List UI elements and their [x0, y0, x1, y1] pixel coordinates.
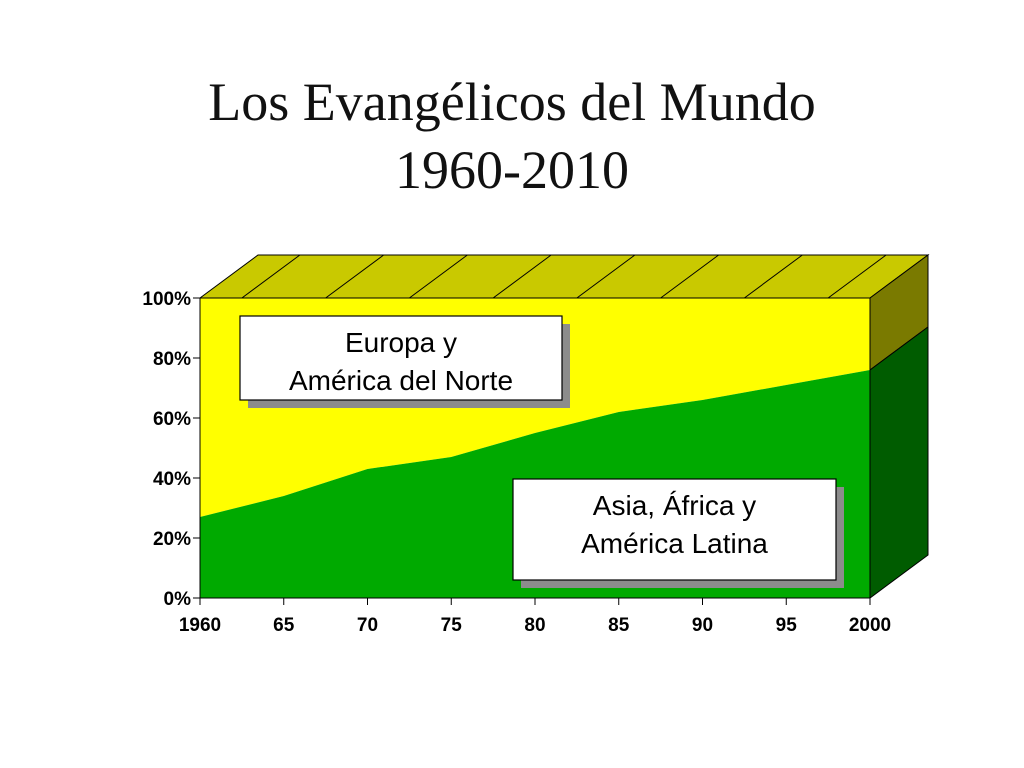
side-face-lower-series — [869, 326, 929, 599]
x-tick-label: 1960 — [179, 615, 221, 636]
x-tick-label: 65 — [273, 615, 295, 636]
series-label-text: Europa y — [345, 327, 457, 358]
label-box — [512, 478, 837, 581]
y-tick-label: 80% — [153, 349, 191, 370]
top-face-divider — [492, 254, 552, 299]
top-face-divider — [409, 254, 468, 299]
series-label-text: Asia, África y — [593, 490, 756, 521]
x-tick-label: 70 — [357, 615, 378, 636]
x-tick-label: 2000 — [849, 615, 891, 636]
x-tick-label: 75 — [441, 615, 463, 636]
series-label-text: América del Norte — [289, 365, 513, 396]
top-face-divider — [660, 254, 719, 299]
x-tick-label: 95 — [776, 615, 798, 636]
top-face-divider — [744, 254, 803, 299]
top-face-divider — [325, 254, 384, 299]
series-label-text: América Latina — [581, 528, 768, 559]
top-face-divider — [576, 254, 636, 299]
label-asia-africa-america-latina: Asia, África y América Latina — [512, 478, 844, 588]
label-box — [239, 315, 563, 401]
y-tick-label: 100% — [142, 289, 191, 310]
top-face-divider — [827, 254, 887, 299]
chart-top-face — [198, 254, 930, 299]
title-line-2: 1960-2010 — [395, 140, 629, 200]
title-line-1: Los Evangélicos del Mundo — [208, 72, 816, 132]
chart-title: Los Evangélicos del Mundo 1960-2010 — [0, 68, 1024, 204]
top-face-divider — [241, 254, 301, 299]
x-tick-label: 90 — [692, 615, 713, 636]
y-tick-label: 0% — [164, 589, 192, 610]
x-tick-label: 80 — [524, 615, 545, 636]
y-tick-label: 60% — [153, 409, 191, 430]
label-europa-america-norte: Europa y América del Norte — [239, 315, 570, 408]
y-tick-label: 20% — [153, 529, 191, 550]
y-tick-label: 40% — [153, 469, 191, 490]
x-tick-label: 85 — [608, 615, 630, 636]
